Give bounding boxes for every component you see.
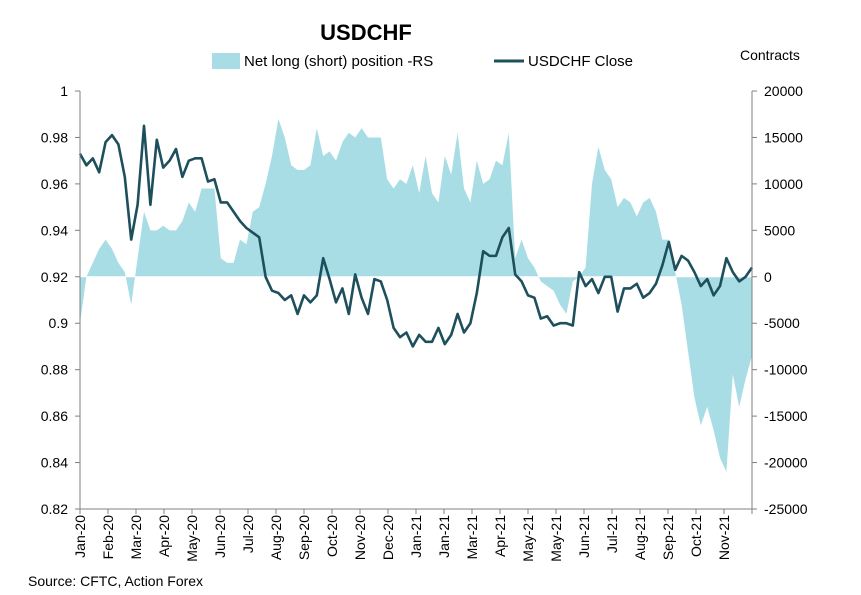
x-axis-tick-label: Jan-21	[436, 515, 452, 558]
right-axis-tick-label: 20000	[764, 83, 803, 99]
left-axis-tick-label: 0.84	[41, 455, 68, 471]
x-axis-tick-label: Apr-21	[492, 515, 508, 557]
left-axis-tick-label: 0.86	[41, 408, 68, 424]
right-axis-label: Contracts	[740, 47, 800, 63]
x-axis-tick-label: May-20	[184, 515, 200, 562]
right-axis-tick-label: 15000	[764, 129, 803, 145]
x-axis-tick-label: Jun-20	[212, 515, 228, 558]
x-axis-tick-label: Apr-20	[156, 515, 172, 557]
right-axis-tick-label: -15000	[764, 408, 808, 424]
x-axis-tick-label: Aug-21	[632, 515, 648, 560]
right-axis-tick-label: 0	[764, 269, 772, 285]
left-axis-tick-label: 1	[60, 83, 68, 99]
x-axis-tick-label: May-21	[548, 515, 564, 562]
legend-label-net-long: Net long (short) position -RS	[244, 53, 433, 70]
left-axis-tick-label: 0.98	[41, 129, 68, 145]
left-axis-tick-label: 0.96	[41, 176, 68, 192]
left-axis-tick-label: 0.82	[41, 501, 68, 517]
net-long-position-area	[80, 118, 752, 472]
x-axis-tick-label: May-21	[520, 515, 536, 562]
x-axis-tick-label: Jan-21	[408, 515, 424, 558]
right-axis-tick-label: 10000	[764, 176, 803, 192]
x-axis-tick-label: Sep-21	[660, 515, 676, 560]
chart-title: USDCHF	[320, 20, 412, 45]
left-axis-tick-label: 0.88	[41, 362, 68, 378]
x-axis-tick-label: Nov-21	[716, 515, 732, 560]
x-axis-tick-label: Dec-20	[380, 515, 396, 560]
source-note: Source: CFTC, Action Forex	[28, 573, 203, 589]
x-axis-tick-label: Oct-21	[688, 515, 704, 557]
x-axis-tick-label: Jun-21	[576, 515, 592, 558]
x-axis-tick-label: Mar-20	[128, 515, 144, 560]
right-axis-tick-label: -20000	[764, 455, 808, 471]
x-axis-tick-label: Aug-20	[268, 515, 284, 560]
x-axis-tick-label: Jan-20	[72, 515, 88, 558]
right-axis-tick-label: -25000	[764, 501, 808, 517]
plot-area	[78, 118, 754, 472]
legend-label-usdchf-close: USDCHF Close	[528, 53, 633, 70]
x-axis-tick-label: Nov-20	[352, 515, 368, 560]
x-axis-tick-label: Jul-20	[240, 515, 256, 553]
x-axis-tick-label: Sep-20	[296, 515, 312, 560]
x-axis-tick-label: Jul-21	[604, 515, 620, 553]
usdchf-close-line	[78, 124, 754, 348]
right-axis-tick-label: -5000	[764, 315, 800, 331]
left-axis-tick-label: 0.94	[41, 222, 68, 238]
x-axis-tick-label: Oct-20	[324, 515, 340, 557]
x-axis-tick-label: Feb-20	[100, 515, 116, 560]
left-axis-tick-label: 0.92	[41, 269, 68, 285]
left-axis-tick-label: 0.9	[49, 315, 69, 331]
x-axis-tick-label: Mar-21	[464, 515, 480, 560]
axes: 1 0.98 0.96 0.94 0.92 0.9 0.88 0.86 0.84 0.82 2000…	[41, 83, 808, 562]
legend-area-swatch	[212, 53, 240, 69]
right-axis-tick-label: -10000	[764, 362, 808, 378]
right-axis-tick-label: 5000	[764, 222, 795, 238]
